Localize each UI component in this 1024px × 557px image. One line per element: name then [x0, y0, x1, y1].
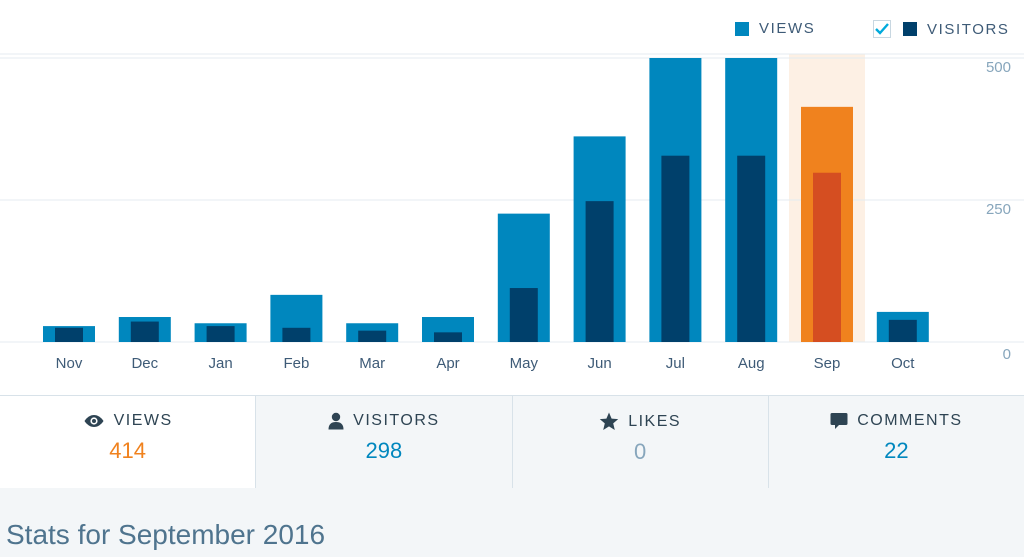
tab-likes[interactable]: LIKES 0 [511, 396, 768, 488]
visitors-bar [509, 288, 538, 342]
y-tick-label: 250 [986, 201, 1011, 218]
person-icon [328, 412, 344, 430]
visitors-bar [55, 327, 83, 342]
x-tick-label: Jun [588, 355, 612, 372]
comment-icon [830, 413, 848, 429]
legend-views[interactable]: VIEWS [735, 20, 815, 37]
tab-comments-label: COMMENTS [857, 412, 963, 429]
x-tick-label: Aug [738, 355, 765, 372]
y-tick-label: 0 [1003, 346, 1011, 363]
visitors-bar [206, 326, 235, 342]
tab-visitors-label: VISITORS [353, 412, 440, 429]
x-tick-label: Apr [436, 355, 459, 372]
x-tick-label: May [510, 355, 539, 372]
checkmark-icon [875, 23, 889, 35]
tab-views[interactable]: VIEWS 414 [0, 396, 256, 488]
x-tick-label: Jan [209, 355, 233, 372]
tab-views-value: 414 [109, 438, 146, 463]
visitors-bar [358, 330, 387, 342]
bar-chart: 0 250 500 Nov Dec Jan Feb Mar Apr May Jun Jul Aug Sep… [0, 53, 1024, 372]
visitors-bar [813, 172, 841, 342]
tab-comments-value: 22 [884, 438, 909, 463]
tab-visitors[interactable]: VISITORS 298 [255, 396, 512, 488]
x-tick-label: Jul [666, 355, 685, 372]
page-title: Stats for September 2016 [6, 519, 326, 550]
eye-icon [84, 415, 104, 427]
visitors-bar [737, 155, 766, 342]
x-tick-label: Feb [283, 355, 309, 372]
star-icon [599, 412, 619, 430]
tab-comments[interactable]: COMMENTS 22 [767, 396, 1024, 488]
visitors-bar [282, 327, 311, 342]
x-tick-label: Mar [359, 355, 385, 372]
visitors-bar [888, 319, 917, 342]
visitors-bar [130, 321, 159, 342]
legend-views-label: VIEWS [759, 20, 816, 37]
visitors-checkbox[interactable] [873, 20, 891, 38]
tab-visitors-value: 298 [365, 438, 403, 463]
tab-views-label: VIEWS [113, 412, 173, 429]
visitors-bar [585, 201, 614, 342]
tab-likes-label: LIKES [628, 412, 682, 430]
visitors-bar [661, 155, 690, 342]
visitors-swatch [903, 22, 917, 36]
stats-tabs: VIEWS 414 VISITORS 298 LIKES 0 COMMENTS [0, 395, 1024, 488]
x-tick-label: Sep [814, 355, 841, 372]
x-tick-label: Dec [131, 355, 158, 372]
legend-visitors-label: VISITORS [927, 20, 1010, 38]
visitors-bar [434, 332, 462, 342]
views-swatch [735, 21, 749, 36]
legend-visitors[interactable]: VISITORS [873, 20, 1010, 38]
tab-likes-value: 0 [634, 439, 647, 464]
x-tick-label: Nov [56, 355, 83, 372]
y-tick-label: 500 [986, 59, 1011, 76]
x-tick-label: Oct [891, 355, 915, 372]
